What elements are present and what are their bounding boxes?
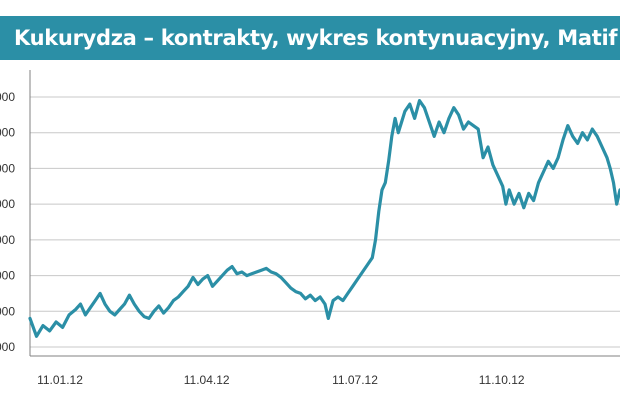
title-bar: Kukurydza – kontrakty, wykres kontynuacy… bbox=[0, 16, 620, 60]
y-tick-labels: 000 000 000 000 000 000 000 000 bbox=[0, 90, 15, 354]
x-tick-label: 11.10.12 bbox=[479, 373, 525, 387]
x-tick-label: 11.07.12 bbox=[332, 373, 378, 387]
series-line bbox=[28, 99, 620, 338]
y-tick-label: 000 bbox=[0, 304, 15, 318]
y-tick-label: 000 bbox=[0, 233, 15, 247]
x-tick-labels: 11.01.12 11.04.12 11.07.12 11.10.12 bbox=[37, 373, 525, 387]
x-tick-label: 11.04.12 bbox=[184, 373, 230, 387]
y-tick-label: 000 bbox=[0, 161, 15, 175]
x-tick-label: 11.01.12 bbox=[37, 373, 83, 387]
y-tick-label: 000 bbox=[0, 269, 15, 283]
gridlines bbox=[30, 96, 620, 348]
y-tick-label: 000 bbox=[0, 126, 15, 140]
y-tick-label: 000 bbox=[0, 90, 15, 104]
y-tick-label: 000 bbox=[0, 340, 15, 354]
y-tick-label: 000 bbox=[0, 197, 15, 211]
chart-title: Kukurydza – kontrakty, wykres kontynuacy… bbox=[14, 26, 618, 50]
